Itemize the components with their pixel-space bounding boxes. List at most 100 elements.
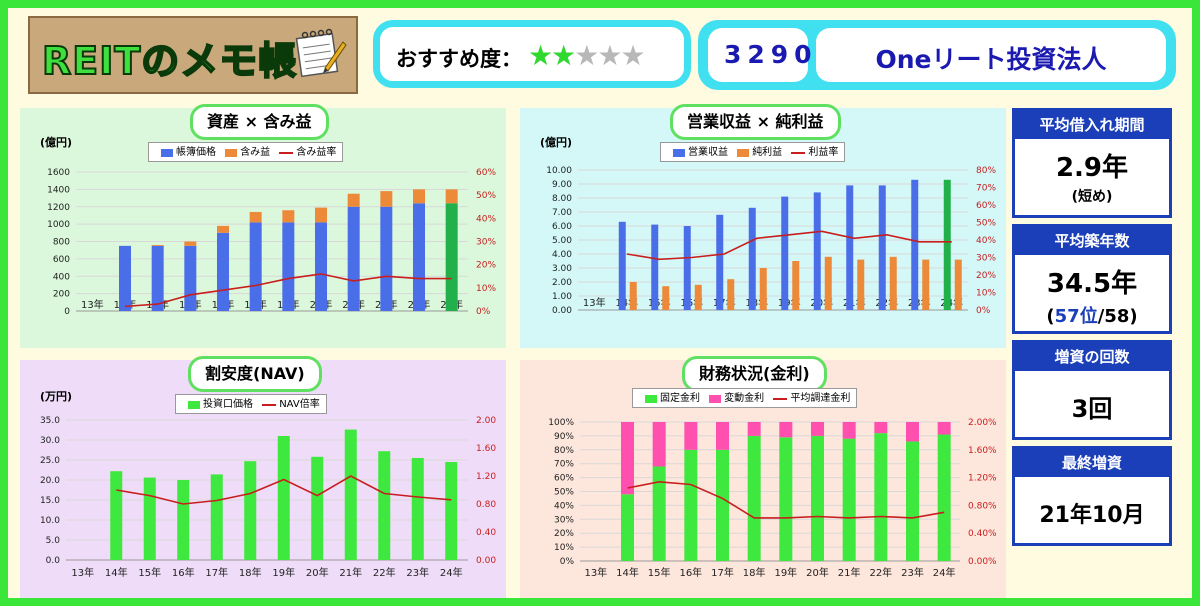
legend-swatch [773,398,788,400]
bar-floating-rate [747,422,761,436]
nav-chart: 0.0 5.0 10.0 15.0 20.0 25.0 30.0 35.0 0.00 0.40 0.… [40,416,496,579]
x-tick-label: 20年 [306,566,329,579]
bar-net-income [857,259,865,310]
y-tick-label: 200 [53,290,70,300]
x-tick-label: 23年 [406,566,429,579]
bar-net-income [629,282,637,310]
bar-net-income [759,268,767,310]
legend-item: 営業収益 [688,147,728,158]
bar-fixed-rate [937,434,951,561]
bar-operating-revenue [911,179,919,310]
bar-floating-rate [716,422,729,450]
bar-floating-rate [937,422,951,435]
bar-operating-revenue [846,185,854,310]
bar-fixed-rate [906,441,919,561]
stat-rank: (57位/58) [1015,302,1169,328]
legend: 帳簿価格 含み益 含み益率 [148,142,344,162]
bar-net-income [824,256,832,310]
stat-label: 平均借入れ期間 [1015,111,1169,139]
panel-finance: 財務状況(金利) 固定金利 変動金利 平均調達金利 0% 10% 20% 30% 40%… [520,356,1006,598]
bar-unit-price [445,462,458,560]
y-tick-label: 0% [560,557,575,567]
stat-label: 増資の回数 [1015,343,1169,371]
bar-book-value [119,245,131,311]
legend-swatch [225,149,238,157]
bar-unrealized-gain [413,189,425,204]
legend-item: 固定金利 [660,393,700,404]
legend-item: NAV倍率 [279,399,320,410]
bar-book-value [413,203,425,311]
rank-close: /58) [1097,306,1138,327]
bar-net-income [694,284,702,310]
bar-unit-price [210,474,223,560]
unit-label: (億円) [40,136,73,149]
y-tick-label: 40% [554,501,574,511]
stat-last-offering: 最終増資 21年10月 [1012,446,1172,546]
y2-tick-label: 0% [976,306,991,316]
bar-net-income [954,259,962,310]
logo: REITのメモ帳 [28,16,358,94]
x-tick-label: 14年 [616,566,639,579]
x-tick-label: 22年 [869,566,892,579]
bar-floating-rate [779,422,793,438]
bar-unrealized-gain [249,211,262,223]
bar-unit-price [344,429,357,560]
y-tick-label: 4.00 [552,250,572,260]
y2-tick-label: 2.00 [476,416,496,426]
y2-tick-label: 20% [476,261,496,271]
bar-operating-revenue [716,214,724,310]
x-tick-label: 24年 [440,566,463,579]
bar-fixed-rate [684,449,698,561]
panel-title: 割安度(NAV) [188,356,322,392]
y-tick-label: 10.0 [40,516,60,526]
y2-tick-label: 60% [476,168,496,178]
x-tick-label: 13年 [71,566,94,579]
x-tick-label: 15年 [138,566,161,579]
y2-tick-label: 40% [976,236,996,246]
bar-unit-price [177,480,190,560]
y-tick-label: 2.00 [552,278,572,288]
reit-id-box: 3290 Oneリート投資法人 [698,20,1176,90]
bar-unit-price [143,477,156,560]
y2-tick-label: 10% [476,284,496,294]
panel-revenue: 営業収益 × 純利益 (億円) 営業収益 純利益 利益率 0.00 1.00 2.0… [520,104,1006,348]
y2-tick-label: 0.40 [476,528,496,538]
bar-unrealized-gain [282,210,295,223]
panel-nav: 割安度(NAV) (万円) 投資口価格 NAV倍率 0.0 5.0 10.0 15.0… [20,356,506,598]
y-tick-label: 10.00 [546,166,572,176]
legend: 投資口価格 NAV倍率 [175,394,327,414]
ratio-line [124,273,452,308]
y-tick-label: 1400 [47,185,70,195]
reit-name: Oneリート投資法人 [875,45,1107,74]
y-tick-label: 0.00 [552,306,572,316]
bar-book-value [151,245,164,311]
x-tick-label: 21年 [838,566,861,579]
revenue-chart: 0.00 1.00 2.00 3.00 4.00 5.00 6.00 7.00 8.00 9.00… [546,166,996,316]
y-tick-label: 800 [53,238,70,248]
stat-value: 34.5年 [1046,269,1138,299]
x-tick-label: 23年 [901,566,924,579]
y2-tick-label: 10% [976,289,996,299]
stat-value: 21年10月 [1039,503,1145,528]
star-empty-icon: ★ [574,39,599,72]
bar-net-income [727,279,735,310]
x-tick-label: 15年 [648,566,671,579]
bar-unit-price [244,461,257,560]
bar-book-value [347,206,360,311]
legend: 固定金利 変動金利 平均調達金利 [632,388,858,408]
x-tick-label: 19年 [774,566,797,579]
bar-unrealized-gain [315,207,327,223]
y-tick-label: 25.0 [40,456,60,466]
y-tick-label: 15.0 [40,496,60,506]
legend-swatch [645,395,657,403]
bar-unrealized-gain [445,189,458,204]
bar-unit-price [311,456,324,560]
y2-tick-label: 1.60 [476,444,496,454]
bar-unrealized-gain [380,191,393,207]
x-tick-label: 19年 [272,566,295,579]
legend-item: 利益率 [808,147,839,158]
y-tick-label: 90% [554,432,574,442]
y-tick-label: 80% [554,446,574,456]
rank-value: 57位 [1054,306,1098,327]
logo-text: REITのメモ帳 [41,38,298,84]
